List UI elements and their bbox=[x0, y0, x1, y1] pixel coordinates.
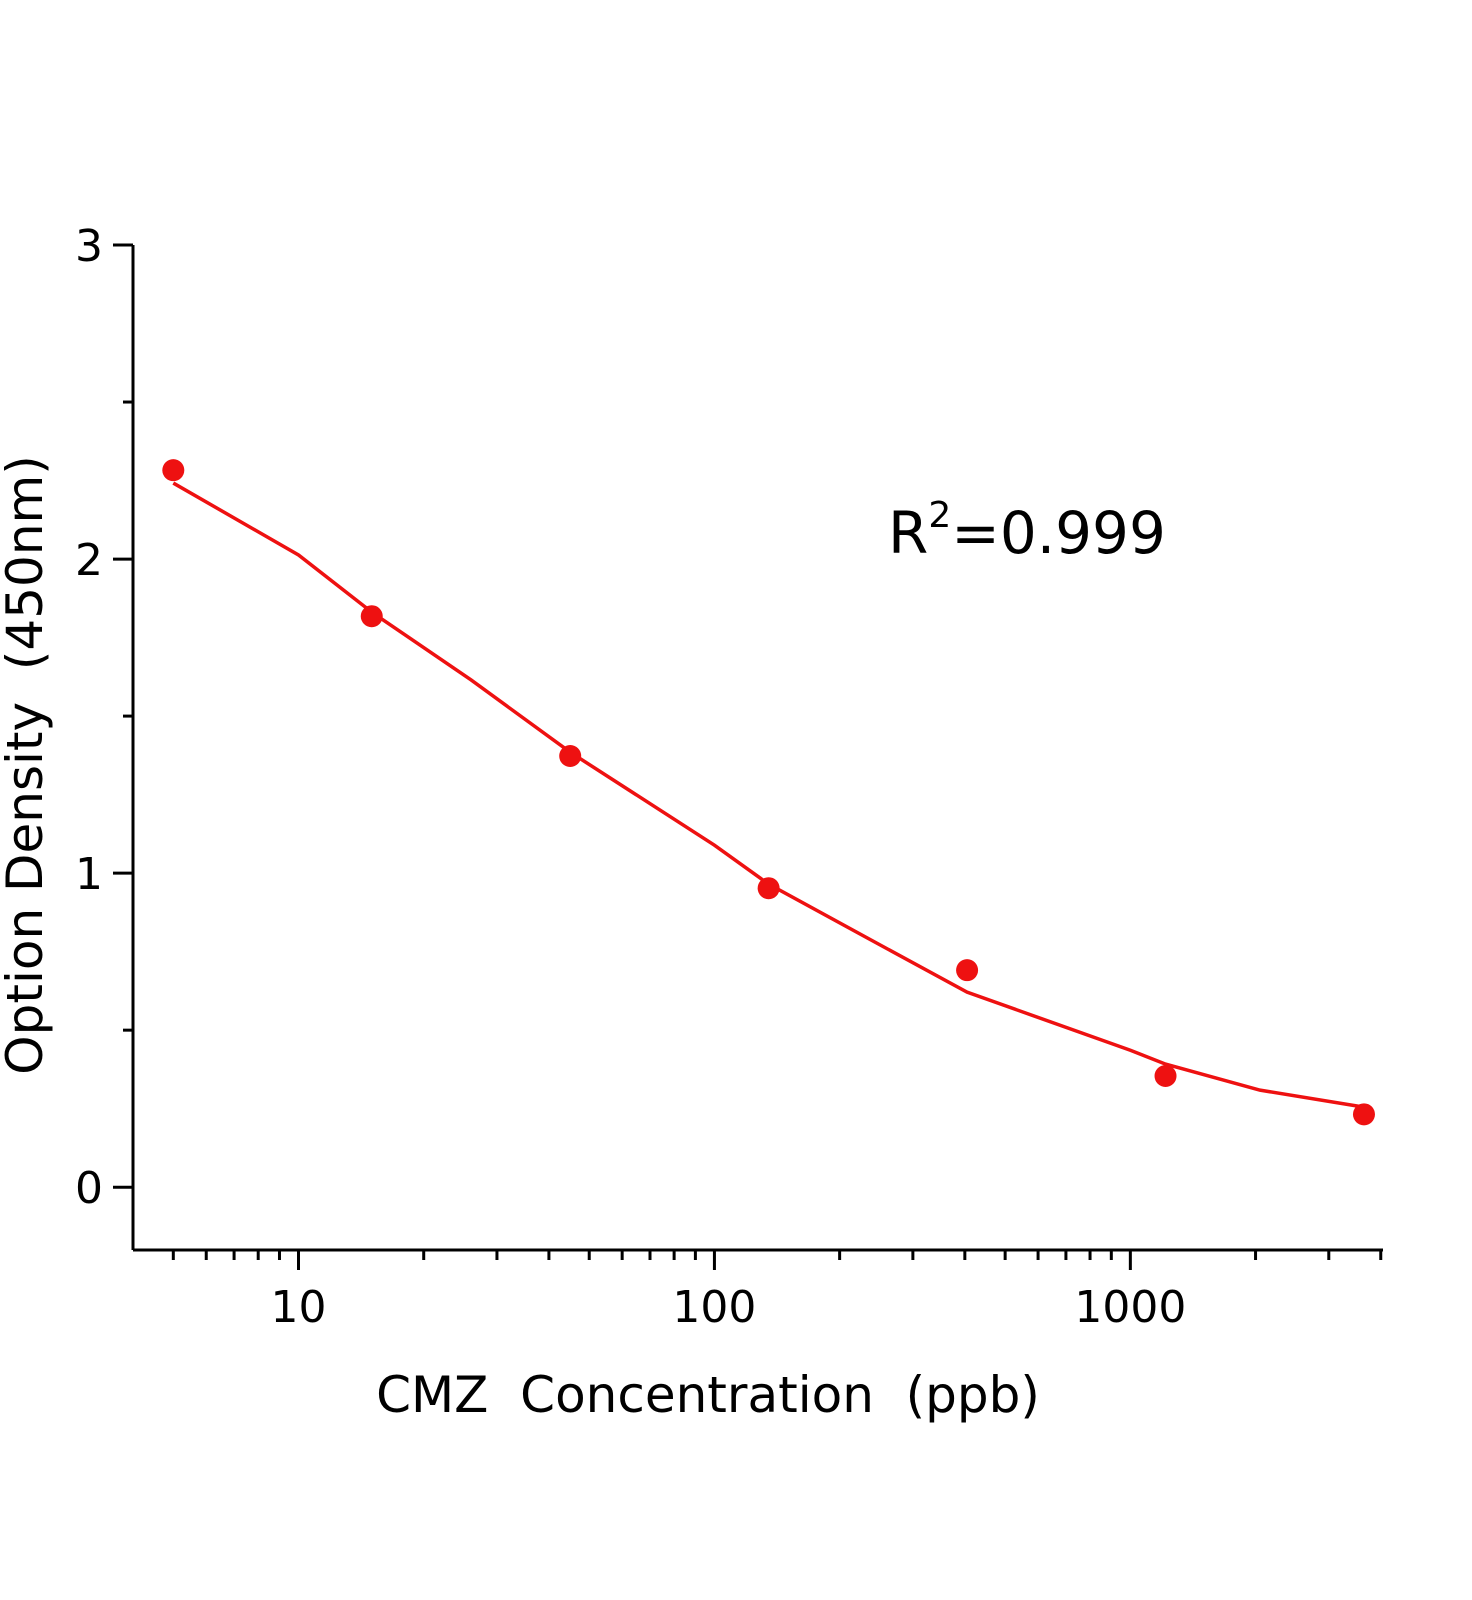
data-point bbox=[956, 959, 979, 982]
y-axis-label: Option Density (450nm) bbox=[0, 455, 54, 1074]
y-tick-label: 2 bbox=[75, 535, 103, 586]
y-tick-label: 1 bbox=[75, 849, 103, 900]
data-point bbox=[162, 459, 185, 482]
x-tick-label: 100 bbox=[672, 1282, 756, 1333]
annotation-part: =0.999 bbox=[951, 499, 1166, 567]
fit-curve bbox=[172, 481, 1365, 1109]
annotation: R2=0.999 bbox=[888, 495, 1166, 567]
x-axis-label: CMZ Concentration (ppb) bbox=[376, 1366, 1040, 1424]
data-point bbox=[559, 744, 582, 767]
data-point bbox=[1352, 1103, 1375, 1126]
x-tick-label: 1000 bbox=[1074, 1282, 1186, 1333]
annotation-part: R bbox=[888, 499, 928, 567]
y-tick-label: 0 bbox=[75, 1163, 103, 1214]
data-point bbox=[360, 605, 383, 628]
y-tick-label: 3 bbox=[75, 221, 103, 272]
annotation-sup: 2 bbox=[928, 495, 951, 536]
data-point bbox=[757, 877, 780, 900]
x-tick-label: 10 bbox=[271, 1282, 327, 1333]
data-point bbox=[1154, 1065, 1177, 1088]
